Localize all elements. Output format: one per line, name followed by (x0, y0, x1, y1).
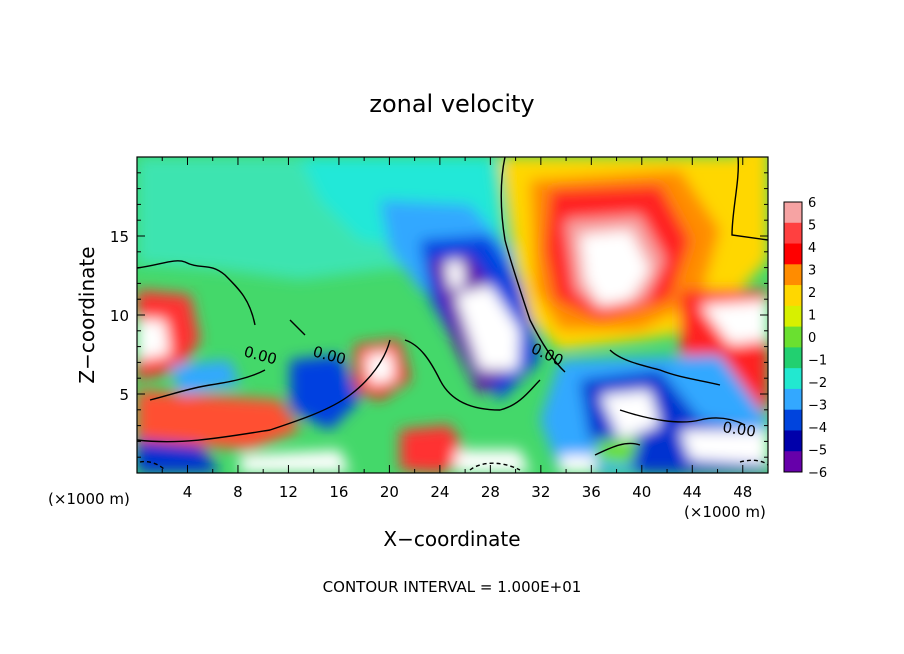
contour-line (594, 442, 641, 456)
colorbar-tick-label: 3 (808, 264, 816, 279)
field-region (290, 355, 360, 430)
colorbar-swatch (784, 243, 802, 265)
colorbar-swatch (784, 347, 802, 369)
field-region (137, 390, 300, 450)
x-ticks: 4 8 12 16 20 24 28 32 36 40 44 48 (161, 157, 752, 501)
x-tick-label: 44 (683, 483, 702, 501)
field-region (137, 320, 170, 360)
field-region (400, 425, 470, 473)
contour-line (404, 339, 541, 411)
x-tick-label: 36 (582, 483, 601, 501)
colorbar-tick-label: 2 (808, 286, 816, 301)
colorbar-tick-label: −2 (808, 376, 827, 391)
colorbar-swatch (784, 451, 802, 473)
x-tick-label: 28 (481, 483, 500, 501)
y-tick-label: 5 (119, 386, 129, 404)
colorbar-tick-label: 0 (808, 331, 816, 346)
x-tick-label: 8 (233, 483, 243, 501)
colorbar-tick-label: −1 (808, 354, 827, 369)
field-region (137, 440, 220, 473)
contour-line (619, 409, 746, 426)
field-region (680, 430, 768, 465)
y-axis-label: Z−coordinate (75, 246, 99, 383)
colorbar-swatch (784, 388, 802, 411)
x-tick-label: 40 (632, 483, 651, 501)
x-tick-label: 32 (531, 483, 550, 501)
field-region (740, 157, 768, 240)
x-tick-label: 16 (329, 483, 348, 501)
field-region (596, 438, 640, 465)
colorbar-frame (783, 201, 803, 473)
contour-line (739, 459, 768, 466)
chart-title: zonal velocity (369, 90, 534, 118)
y-ticks: 5 10 15 (110, 172, 768, 458)
field-region (445, 260, 465, 290)
x-tick-label: 48 (733, 483, 752, 501)
colorbar-swatch (784, 222, 802, 245)
colorbar-tick-label: −3 (808, 399, 827, 414)
velocity-field: 0.00 0.00 0.00 0.00 (137, 157, 768, 473)
colorbar-swatch (784, 264, 802, 286)
field-region (170, 360, 240, 395)
y-tick-label: 15 (110, 228, 129, 246)
colorbar-swatch (784, 409, 802, 431)
contour-line (469, 462, 521, 471)
x-tick-label: 20 (380, 483, 399, 501)
colorbar-swatch (784, 202, 802, 224)
colorbar-swatch (784, 326, 802, 348)
x-tick-label: 12 (279, 483, 298, 501)
colorbar-tick-label: 1 (808, 309, 816, 324)
colorbar-swatch (784, 430, 802, 452)
x-unit-right: (×1000 m) (684, 503, 766, 521)
x-tick-label: 24 (430, 483, 449, 501)
field-region (455, 285, 520, 370)
field-region (600, 390, 660, 440)
x-axis-label: X−coordinate (383, 527, 520, 551)
colorbar-swatch (784, 305, 802, 328)
colorbar-swatch (784, 285, 802, 307)
colorbar-tick-label: −6 (808, 466, 827, 481)
plot-area: 0.00 0.00 0.00 0.00 4 8 12 16 20 24 28 32 36 40 44… (110, 156, 769, 501)
contour-label: 0.00 (721, 418, 757, 440)
colorbar-tick-label: −5 (808, 444, 827, 459)
contour-interval-note: CONTOUR INTERVAL = 1.000E+01 (323, 578, 582, 596)
field-region (560, 455, 595, 473)
field-region (365, 352, 395, 385)
field-region (700, 300, 768, 345)
colorbar-tick-label: −4 (808, 421, 827, 436)
field-region (240, 450, 350, 473)
colorbar: 6 5 4 3 2 1 0 −1 −2 −3 −4 −5 −6 (783, 196, 827, 481)
contour-line (137, 339, 391, 443)
field-region (455, 450, 530, 473)
colorbar-tick-label: 4 (808, 241, 816, 256)
colorbar-tick-label: 5 (808, 219, 816, 234)
contour-line (289, 319, 306, 336)
field-region (580, 230, 650, 305)
zero-contours (137, 157, 768, 471)
contour-line (609, 349, 721, 386)
contour-line (139, 460, 166, 471)
contour-line (149, 369, 266, 401)
contour-line (731, 157, 768, 241)
x-tick-label: 4 (183, 483, 193, 501)
colorbar-swatch (784, 368, 802, 390)
colorbar-tick-label: 6 (808, 196, 816, 211)
y-tick-label: 10 (110, 307, 129, 325)
contour-line (137, 260, 256, 326)
contour-line (500, 157, 566, 373)
x-unit-left: (×1000 m) (48, 490, 130, 508)
